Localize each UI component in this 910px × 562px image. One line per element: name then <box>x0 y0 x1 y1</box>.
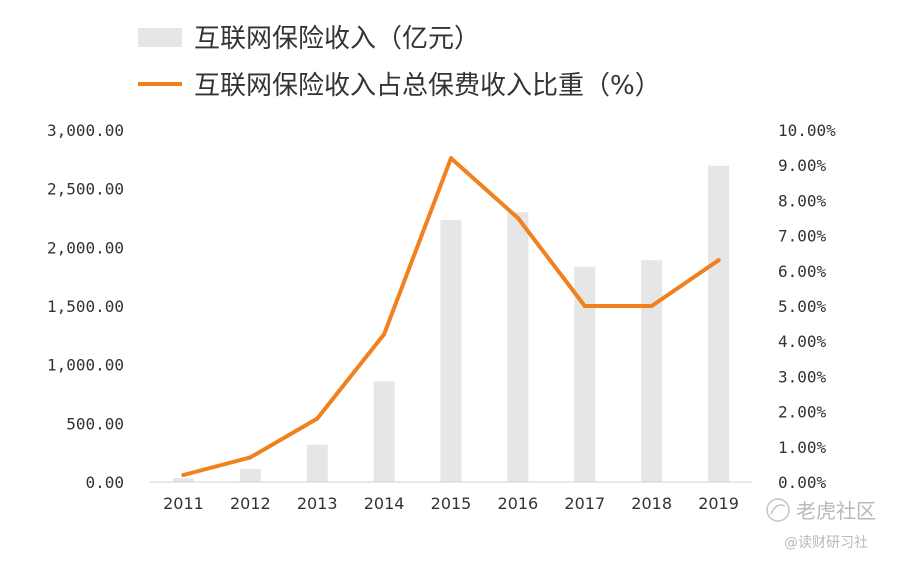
y-left-tick-label: 0.00 <box>85 473 124 492</box>
bar <box>306 444 328 482</box>
legend-bar-swatch <box>138 28 182 47</box>
line-point <box>649 304 654 308</box>
line-point <box>716 258 721 263</box>
bar <box>440 219 462 483</box>
x-tick-label: 2018 <box>631 494 672 513</box>
y-right-tick-label: 6.00% <box>778 262 827 281</box>
bar <box>641 260 663 482</box>
watermark-handle: @读财研习社 <box>784 534 868 551</box>
watermark-title: 老虎社区 <box>796 499 876 523</box>
x-tick-label: 2014 <box>364 494 405 513</box>
line-series <box>181 156 721 477</box>
line-point <box>315 416 320 421</box>
bar <box>239 469 261 482</box>
y-left-axis: 0.00 500.00 1,000.00 1,500.00 2,000.00 2,500.… <box>47 121 124 492</box>
y-left-tick-label: 500.00 <box>66 414 124 433</box>
bar <box>507 212 529 482</box>
y-right-axis: 0.00% 1.00% 2.00% 3.00% 4.00% 5.00% 6.00% 7.00%… <box>778 121 836 492</box>
y-right-tick-label: 9.00% <box>778 156 827 175</box>
bar <box>708 165 730 483</box>
line-point <box>181 472 186 477</box>
line-point <box>515 216 520 220</box>
line-point <box>248 455 253 460</box>
y-left-tick-label: 2,500.00 <box>47 180 124 199</box>
x-tick-label: 2015 <box>431 494 472 513</box>
bar <box>574 266 596 482</box>
y-right-tick-label: 1.00% <box>778 438 827 457</box>
x-tick-label: 2013 <box>297 494 338 513</box>
x-tick-label: 2011 <box>163 494 204 513</box>
bar <box>373 381 395 482</box>
y-left-tick-label: 1,000.00 <box>47 356 124 375</box>
y-right-tick-label: 4.00% <box>778 332 827 351</box>
y-right-tick-label: 7.00% <box>778 227 827 246</box>
x-tick-label: 2019 <box>698 494 739 513</box>
bar <box>172 478 194 482</box>
legend-line-label: 互联网保险收入占总保费收入比重（%） <box>194 71 661 101</box>
y-right-tick-label: 8.00% <box>778 191 827 210</box>
watermark: 老虎社区 @读财研习社 <box>766 498 876 551</box>
x-tick-label: 2016 <box>498 494 539 513</box>
x-tick-label: 2012 <box>230 494 271 513</box>
watermark-logo-icon <box>766 498 790 522</box>
legend: 互联网保险收入（亿元） 互联网保险收入占总保费收入比重（%） <box>138 24 661 101</box>
line-point <box>449 156 453 161</box>
y-left-tick-label: 3,000.00 <box>47 121 124 140</box>
y-right-tick-label: 5.00% <box>778 297 827 316</box>
line-point <box>582 304 587 308</box>
y-right-tick-label: 10.00% <box>778 121 836 140</box>
y-left-tick-label: 1,500.00 <box>47 297 124 316</box>
y-right-tick-label: 3.00% <box>778 367 827 386</box>
x-tick-label: 2017 <box>564 494 605 513</box>
x-axis: 2011 2012 2013 2014 2015 2016 2017 2018 2019 <box>163 494 739 513</box>
legend-bar-label: 互联网保险收入（亿元） <box>194 24 480 54</box>
bar-series <box>172 165 730 483</box>
y-right-tick-label: 0.00% <box>778 473 827 492</box>
y-right-tick-label: 2.00% <box>778 403 827 422</box>
y-left-tick-label: 2,000.00 <box>47 238 124 257</box>
line-point <box>382 332 387 337</box>
